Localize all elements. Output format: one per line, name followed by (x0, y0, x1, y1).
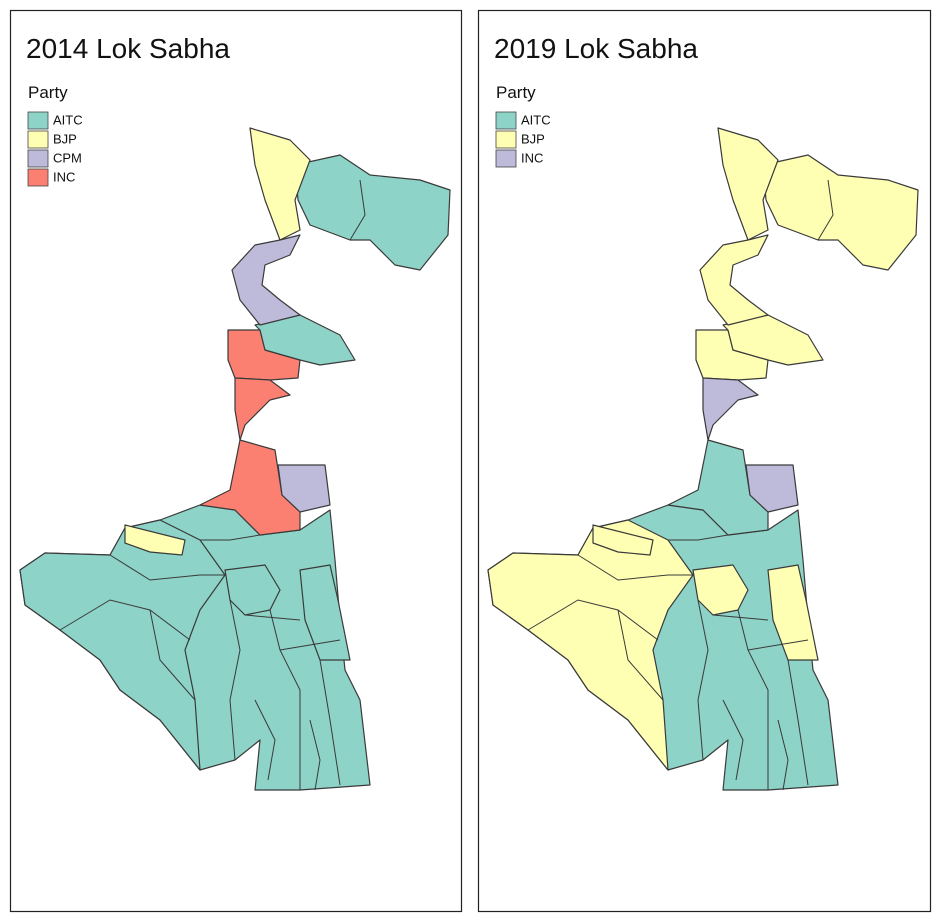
map-panel: 2019 Lok Sabha Party AITC BJP INC (487, 33, 919, 791)
boundary (229, 599, 241, 761)
constituency (699, 234, 769, 326)
boundary (817, 179, 834, 241)
legend-label: BJP (53, 131, 77, 146)
panel-title: 2019 Lok Sabha (494, 33, 698, 64)
state-map (487, 127, 919, 791)
boundary (244, 614, 301, 621)
legend-swatch (27, 130, 49, 149)
boundary (109, 554, 225, 581)
boundary (309, 719, 321, 791)
boundary (787, 659, 809, 786)
legend-label: BJP (521, 131, 545, 146)
legend-label: INC (521, 150, 543, 165)
legend-label: AITC (53, 112, 83, 127)
boundary (747, 639, 809, 651)
constituency (722, 314, 824, 366)
constituency (487, 519, 694, 771)
panel-title: 2014 Lok Sabha (26, 33, 230, 64)
boundary (577, 554, 693, 581)
boundary (254, 699, 276, 781)
legend-swatch (27, 168, 49, 187)
boundary (269, 609, 301, 790)
boundary (349, 179, 366, 241)
constituency (592, 524, 654, 556)
constituency (745, 464, 799, 513)
boundary (149, 609, 196, 701)
boundary (737, 609, 769, 790)
legend-swatch (495, 149, 517, 168)
constituency (249, 127, 311, 241)
legend-swatch (495, 111, 517, 130)
constituency (294, 154, 451, 271)
constituency (277, 464, 331, 513)
constituency (234, 377, 291, 441)
constituency (299, 564, 351, 661)
boundary (59, 599, 191, 641)
boundary (319, 659, 341, 786)
state-map (19, 127, 451, 791)
constituency (762, 154, 919, 271)
legend-title: Party (28, 83, 68, 102)
boundary (200, 534, 261, 541)
legend-label: INC (53, 169, 75, 184)
boundary (279, 639, 341, 651)
legend-swatch (495, 130, 517, 149)
legend-swatch (27, 149, 49, 168)
legend-title: Party (496, 83, 536, 102)
constituency (124, 524, 186, 556)
legend-label: CPM (53, 150, 82, 165)
legend-swatch (27, 111, 49, 130)
constituency (19, 519, 226, 771)
constituency (702, 377, 759, 441)
boundary (617, 609, 664, 701)
constituency (717, 127, 779, 241)
boundary (697, 599, 709, 761)
boundary (668, 534, 729, 541)
constituency (254, 314, 356, 366)
constituency (767, 564, 819, 661)
constituency (231, 234, 301, 326)
boundary (712, 614, 769, 621)
map-panel: 2014 Lok Sabha Party AITC BJP CPM INC (19, 33, 451, 791)
boundary (777, 719, 789, 791)
boundary (527, 599, 659, 641)
boundary (722, 699, 744, 781)
legend-label: AITC (521, 112, 551, 127)
